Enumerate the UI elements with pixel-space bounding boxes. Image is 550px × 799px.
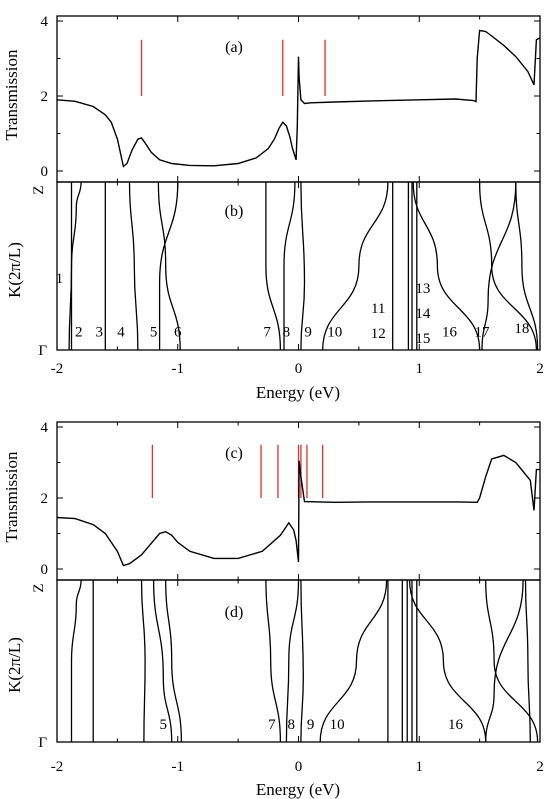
transmission-panel-a: 0 2 4 Transmission (a)	[2, 14, 541, 183]
band-number-label: 17	[475, 325, 491, 341]
band-line	[140, 579, 146, 743]
panel-label: (b)	[225, 203, 244, 220]
band-line	[524, 579, 531, 743]
y-tick-label: 2	[41, 89, 49, 105]
band-number-label: 5	[160, 717, 168, 733]
band-line	[158, 181, 179, 351]
band-line	[285, 579, 300, 743]
x-tick-label: -2	[51, 759, 64, 775]
gamma-tick-label: Γ	[38, 343, 47, 359]
band-line	[478, 181, 538, 351]
x-tick-label: 1	[416, 361, 424, 377]
band-line	[70, 579, 82, 743]
band-number-label: 10	[327, 325, 342, 341]
y-axis-title: K(2π/L)	[5, 637, 24, 693]
band-number-label: 9	[307, 717, 315, 733]
band-line	[152, 579, 173, 743]
band-line	[300, 579, 304, 743]
x-axis-label-top: Energy (eV)	[256, 383, 340, 402]
band-line	[485, 579, 539, 743]
band-line	[300, 181, 306, 351]
y-axis-title: K(2π/L)	[5, 242, 24, 298]
band-number-label: 13	[415, 281, 430, 297]
z-tick-label: Z	[31, 185, 47, 194]
transmission-curve	[56, 454, 540, 567]
band-number-label: 3	[96, 325, 104, 341]
transmission-curve	[56, 29, 541, 168]
band-number-label: 15	[415, 331, 430, 347]
band-number-label: 2	[75, 325, 83, 341]
band-line	[485, 579, 524, 743]
band-number-label: 8	[283, 325, 291, 341]
band-number-label: 11	[371, 301, 385, 317]
band-line	[165, 579, 183, 743]
band-line	[128, 181, 139, 351]
band-line	[283, 181, 296, 350]
band-number-label: 8	[288, 717, 296, 733]
x-tick-label: 2	[536, 759, 544, 775]
x-tick-label: 1	[416, 759, 424, 775]
plot-frame	[56, 181, 541, 351]
band-line	[408, 579, 487, 743]
band-line	[515, 181, 539, 351]
panel-label: (c)	[225, 445, 243, 462]
band-number-label: 12	[371, 326, 386, 342]
band-structure-panel-d: -2 -1 0 1 2 Γ Z K(2π/L) 5 7 8 9 10 16 (d)	[5, 579, 544, 775]
x-tick-label: 0	[295, 759, 303, 775]
band-line	[265, 579, 282, 743]
gamma-tick-label: Γ	[38, 735, 47, 751]
band-number-label: 18	[514, 321, 529, 337]
band-number-label: 16	[448, 717, 464, 733]
band-number-label: 7	[263, 325, 271, 341]
band-number-label: 7	[268, 717, 276, 733]
z-tick-label: Z	[31, 583, 47, 592]
y-tick-label: 4	[41, 420, 49, 436]
y-tick-label: 4	[41, 14, 49, 30]
band-number-label: 10	[330, 717, 345, 733]
y-tick-label: 0	[41, 562, 49, 578]
band-number-label: 6	[174, 325, 182, 341]
band-number-label: 9	[304, 325, 312, 341]
band-line	[265, 182, 282, 351]
x-axis-label-bottom: Energy (eV)	[256, 780, 340, 799]
band-number-label: 4	[117, 325, 125, 341]
band-line	[157, 181, 181, 351]
x-tick-label: 2	[536, 361, 544, 377]
x-tick-label: -1	[172, 361, 185, 377]
band-line	[481, 181, 517, 351]
panel-label: (d)	[225, 604, 244, 621]
panel-label: (a)	[225, 39, 243, 56]
y-tick-label: 0	[41, 164, 49, 180]
band-line	[319, 579, 388, 743]
y-axis-title: Transmission	[2, 49, 21, 141]
x-tick-label: 0	[295, 361, 303, 377]
band-number-label: 1	[56, 271, 64, 287]
plot-frame	[56, 579, 541, 743]
band-number-label: 5	[150, 325, 158, 341]
x-tick-label: -2	[51, 361, 64, 377]
band-number-label: 14	[415, 306, 431, 322]
band-number-label: 16	[442, 325, 458, 341]
transmission-panel-c: 0 2 4 Transmission (c)	[2, 420, 541, 581]
band-line	[412, 181, 481, 351]
y-tick-label: 2	[41, 491, 49, 507]
band-line	[322, 181, 389, 351]
x-tick-label: -1	[172, 759, 185, 775]
y-axis-title: Transmission	[2, 451, 21, 543]
band-line	[68, 181, 82, 351]
